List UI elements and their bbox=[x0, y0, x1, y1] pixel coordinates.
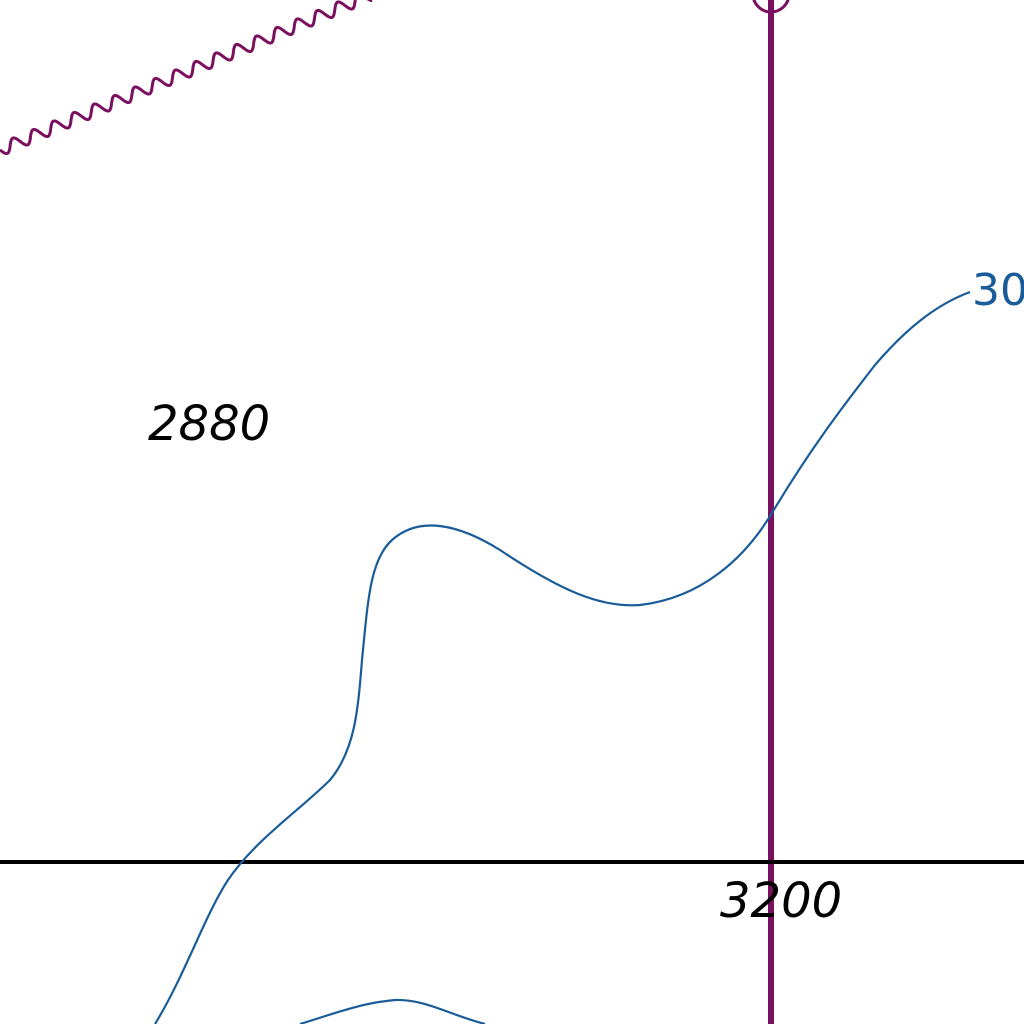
wavy-boundary-line bbox=[0, 0, 373, 155]
boundary-marker-icon bbox=[752, 0, 790, 14]
area-number-label: 2880 bbox=[148, 396, 270, 452]
contour-line bbox=[154, 290, 971, 1024]
area-number-label: 3200 bbox=[720, 873, 842, 929]
contour-line-lower bbox=[299, 998, 486, 1024]
contour-elevation-label: 30 bbox=[972, 265, 1024, 316]
